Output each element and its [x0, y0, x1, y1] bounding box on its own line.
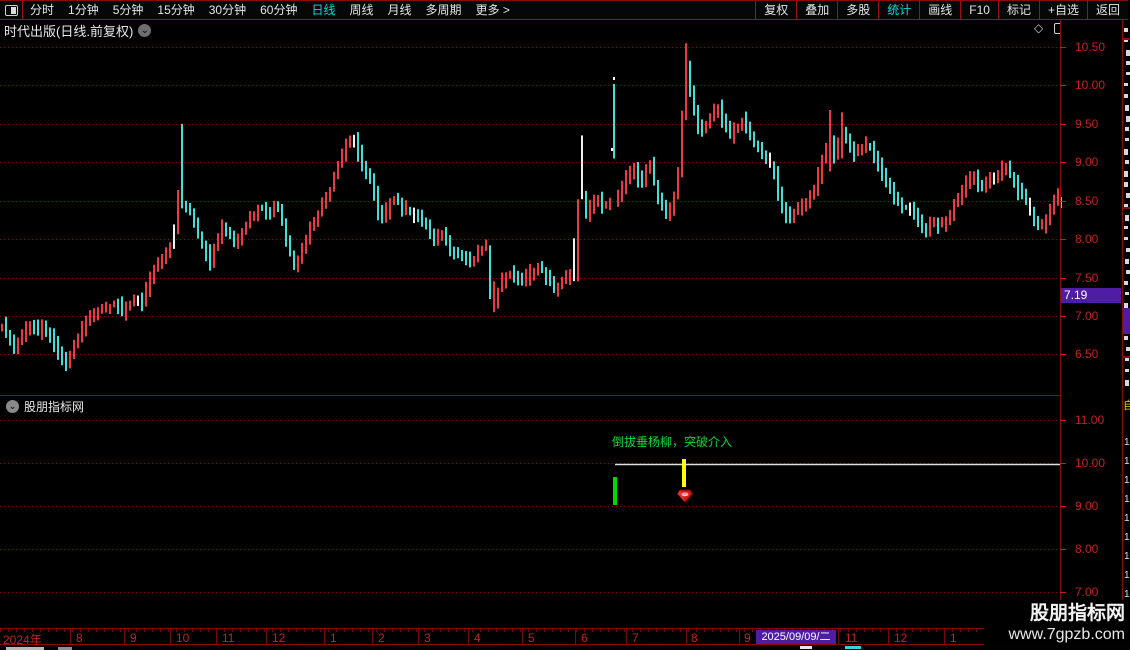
indicator-panel-title: 股朋指标网 [24, 399, 85, 414]
tool-button-画线[interactable]: 画线 [919, 1, 960, 20]
watermark-url: www.7gpzb.com [1008, 626, 1126, 643]
watermark-site-name: 股朋指标网 [1029, 603, 1125, 624]
date-label-7: 7 [632, 631, 639, 645]
date-label-12: 12 [894, 631, 908, 645]
price-tick-7.50: 7.50 [1075, 271, 1099, 285]
date-label-2: 2 [378, 631, 385, 645]
date-label-5: 5 [528, 631, 535, 645]
indicator-tick-8.00: 8.00 [1075, 542, 1099, 556]
date-label-11: 11 [222, 631, 235, 645]
date-label-8: 8 [76, 631, 83, 645]
clipped-bottom-row [0, 646, 1130, 650]
date-label-1: 1 [950, 631, 957, 645]
price-tick-8.50: 8.50 [1075, 194, 1099, 208]
page-title: 时代出版(日线.前复权) [4, 23, 134, 39]
top-toolbar: 分时 1分钟 5分钟 15分钟 30分钟 60分钟 日线 周线 月线 多周期 更多 > 复权 叠加 多股… [0, 0, 1128, 20]
indicator-tick-11.00: 11.00 [1075, 413, 1105, 427]
collapse-chevron-icon[interactable]: ⌄ [6, 399, 19, 413]
diamond-marker-icon[interactable]: ◇ [1034, 21, 1044, 35]
period-tab-多周期[interactable]: 多周期 [425, 3, 462, 17]
layout-icon [4, 5, 18, 16]
tool-button-返回[interactable]: 返回 [1086, 1, 1128, 20]
price-tick-7.00: 7.00 [1075, 309, 1099, 323]
tool-button-叠加[interactable]: 叠加 [796, 1, 837, 20]
signal-annotation-text: 倒拔垂杨柳，突破介入 [612, 435, 733, 449]
date-label-10: 10 [176, 631, 190, 645]
tool-button-复权[interactable]: 复权 [755, 1, 796, 20]
period-tab-60分钟[interactable]: 60分钟 [260, 3, 298, 17]
date-label-9: 9 [744, 631, 751, 645]
price-tick-6.50: 6.50 [1075, 347, 1099, 361]
date-label-9: 9 [130, 631, 137, 645]
period-tab-月线[interactable]: 月线 [387, 3, 412, 17]
tools-toolbar: 复权 叠加 多股 统计 画线 F10 标记 +自选 返回 [755, 1, 1128, 20]
chart-title-row: 时代出版(日线.前复权) ⌄ [4, 22, 152, 39]
price-tick-9.00: 9.00 [1075, 155, 1099, 169]
price-tick-10.00: 10.00 [1075, 78, 1106, 92]
period-tab-更多 >[interactable]: 更多 > [475, 3, 510, 17]
tool-button-F10[interactable]: F10 [960, 1, 998, 20]
date-minor-ticks [0, 629, 1122, 632]
price-axis [1060, 20, 1122, 645]
selected-date-badge: 2025/09/09/二 [756, 630, 836, 644]
date-label-2024年: 2024年 [3, 633, 42, 647]
indicator-tick-10.00: 10.00 [1075, 456, 1106, 470]
tool-button-统计[interactable]: 统计 [878, 1, 919, 20]
indicator-tick-7.00: 7.00 [1075, 585, 1099, 599]
date-label-12: 12 [272, 631, 286, 645]
period-tab-5分钟[interactable]: 5分钟 [112, 3, 144, 17]
chevron-down-icon[interactable]: ⌄ [138, 23, 152, 37]
indicator-tick-9.00: 9.00 [1075, 499, 1099, 513]
date-label-11: 11 [845, 631, 858, 645]
price-tick-10.50: 10.50 [1075, 40, 1106, 54]
period-tab-15分钟[interactable]: 15分钟 [157, 3, 195, 17]
price-tick-8.00: 8.00 [1075, 232, 1099, 246]
price-tick-9.50: 9.50 [1075, 117, 1099, 131]
period-toolbar: 分时 1分钟 5分钟 15分钟 30分钟 60分钟 日线 周线 月线 多周期 更多 > [0, 1, 517, 20]
period-tab-1分钟[interactable]: 1分钟 [68, 3, 99, 17]
date-label-8: 8 [691, 631, 698, 645]
ruby-gem-icon [676, 489, 694, 503]
last-price-badge: 7.19 [1061, 288, 1121, 303]
period-tab-分时[interactable]: 分时 [30, 3, 55, 17]
tool-button-+自选[interactable]: +自选 [1038, 1, 1087, 20]
tool-button-标记[interactable]: 标记 [997, 1, 1039, 20]
tool-button-多股[interactable]: 多股 [837, 1, 878, 20]
indicator-panel-header: ⌄ 股朋指标网 [6, 398, 84, 414]
watermark: 股朋指标网 www.7gpzb.com [984, 600, 1130, 647]
date-label-4: 4 [474, 631, 481, 645]
period-tab-周线[interactable]: 周线 [349, 3, 374, 17]
date-label-1: 1 [330, 631, 337, 645]
date-label-6: 6 [581, 631, 588, 645]
period-tab-日线[interactable]: 日线 [311, 3, 336, 17]
date-label-3: 3 [424, 631, 431, 645]
period-tab-30分钟[interactable]: 30分钟 [208, 3, 247, 17]
date-axis: 2025/09/09/二 2024年 8 9 10 11 12 1 2 3 4 5 6 7 8 9 11 12 1 [0, 628, 1122, 647]
layout-toggle-button[interactable] [0, 1, 23, 20]
